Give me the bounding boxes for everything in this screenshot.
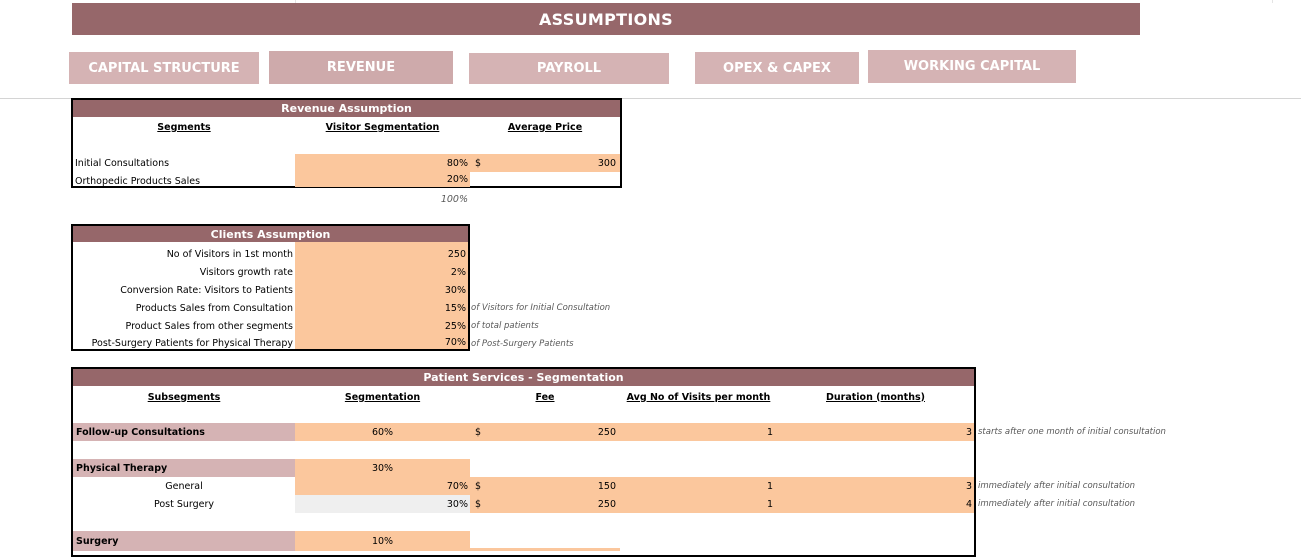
- fee-value: 250: [597, 498, 616, 510]
- revenue-assumption-title: Revenue Assumption: [73, 100, 620, 117]
- col-header-segments: Segments: [157, 121, 211, 133]
- note-products-other-segments: of total patients: [471, 321, 539, 331]
- row-label-post-surgery: Post Surgery: [153, 498, 215, 510]
- post-surgery-fee-input[interactable]: $ 250: [470, 495, 620, 513]
- patient-services-title: Patient Services - Segmentation: [73, 369, 974, 386]
- currency-symbol: $: [475, 157, 482, 169]
- nav-capital-structure-button[interactable]: CAPITAL STRUCTURE: [69, 52, 259, 84]
- products-other-segments-input[interactable]: 25%: [295, 317, 468, 335]
- follow-up-duration-input[interactable]: 3: [920, 423, 974, 441]
- sheet-gridline: [0, 98, 1301, 99]
- note-post-surgery: immediately after initial consultation: [978, 499, 1136, 509]
- visitors-growth-input[interactable]: 2%: [295, 263, 468, 281]
- fee-value: 250: [597, 426, 616, 438]
- currency-symbol: $: [475, 498, 482, 510]
- row-label-follow-up: Follow-up Consultations: [73, 423, 295, 441]
- note-post-surgery-therapy: of Post-Surgery Patients: [471, 339, 574, 349]
- currency-symbol: $: [475, 426, 482, 438]
- post-surgery-therapy-input[interactable]: 70%: [295, 335, 468, 349]
- visitors-first-month-input[interactable]: 250: [295, 245, 468, 263]
- general-duration-input[interactable]: 3: [920, 477, 974, 495]
- row-label-surgery: Surgery: [73, 531, 295, 551]
- initial-consultations-price-input[interactable]: $ 300: [470, 154, 620, 172]
- row-label-conversion-rate: Conversion Rate: Visitors to Patients: [120, 284, 293, 296]
- revenue-assumption-table: [71, 98, 622, 188]
- col-header-visitor-segmentation: Visitor Segmentation: [325, 121, 440, 133]
- follow-up-seg-input[interactable]: 60%: [295, 423, 470, 441]
- col-header-subsegments: Subsegments: [147, 391, 221, 403]
- surgery-seg-input[interactable]: 10%: [295, 531, 470, 551]
- col-header-fee: Fee: [535, 391, 555, 403]
- row-label-post-surgery-therapy: Post-Surgery Patients for Physical Thera…: [91, 337, 293, 349]
- follow-up-fee-input[interactable]: $ 250: [470, 423, 620, 441]
- follow-up-visits-input[interactable]: 1: [620, 423, 920, 441]
- general-seg-input[interactable]: 70%: [295, 477, 470, 495]
- surgery-next-row-input[interactable]: [470, 548, 620, 551]
- currency-symbol: $: [475, 480, 482, 492]
- note-general: immediately after initial consultation: [978, 481, 1136, 491]
- page-title: ASSUMPTIONS: [72, 3, 1140, 35]
- col-header-duration: Duration (months): [826, 391, 925, 403]
- products-from-consultation-input[interactable]: 15%: [295, 299, 468, 317]
- row-label-physical-therapy: Physical Therapy: [73, 459, 295, 477]
- col-header-segmentation: Segmentation: [344, 391, 421, 403]
- row-label-visitors-growth: Visitors growth rate: [199, 266, 293, 278]
- post-surgery-duration-input[interactable]: 4: [920, 495, 974, 513]
- clients-assumption-table: [71, 224, 470, 351]
- col-header-avg-visits: Avg No of Visits per month: [626, 391, 771, 403]
- conversion-rate-input[interactable]: 30%: [295, 281, 468, 299]
- initial-consultations-seg-input[interactable]: 80%: [295, 154, 470, 172]
- general-fee-input[interactable]: $ 150: [470, 477, 620, 495]
- post-surgery-visits-input[interactable]: 1: [620, 495, 920, 513]
- row-label-general: General: [165, 480, 203, 492]
- orthopedic-products-seg-input[interactable]: 20%: [295, 172, 470, 187]
- nav-opex-capex-button[interactable]: OPEX & CAPEX: [695, 52, 859, 84]
- nav-working-capital-button[interactable]: WORKING CAPITAL: [868, 50, 1076, 83]
- clients-assumption-title: Clients Assumption: [73, 226, 468, 242]
- post-surgery-seg-value: 30%: [295, 495, 470, 513]
- note-follow-up: starts after one month of initial consul…: [978, 427, 1166, 437]
- nav-revenue-button[interactable]: REVENUE: [269, 51, 453, 84]
- nav-payroll-button[interactable]: PAYROLL: [469, 53, 669, 84]
- sheet-gridline: [1272, 0, 1273, 3]
- sheet-gridline: [295, 0, 296, 3]
- fee-value: 150: [597, 480, 616, 492]
- col-header-average-price: Average Price: [507, 121, 583, 133]
- note-products-from-consultation: of Visitors for Initial Consultation: [471, 303, 611, 313]
- general-visits-input[interactable]: 1: [620, 477, 920, 495]
- row-label-orthopedic-products: Orthopedic Products Sales: [75, 175, 201, 187]
- row-label-visitors-first-month: No of Visitors in 1st month: [166, 248, 293, 260]
- segmentation-total: 100%: [440, 194, 468, 205]
- price-value: 300: [597, 157, 616, 169]
- row-label-products-other-segments: Product Sales from other segments: [125, 320, 293, 332]
- physical-therapy-seg-input[interactable]: 30%: [295, 459, 470, 477]
- row-label-products-from-consultation: Products Sales from Consultation: [135, 302, 293, 314]
- row-label-initial-consultations: Initial Consultations: [75, 157, 170, 169]
